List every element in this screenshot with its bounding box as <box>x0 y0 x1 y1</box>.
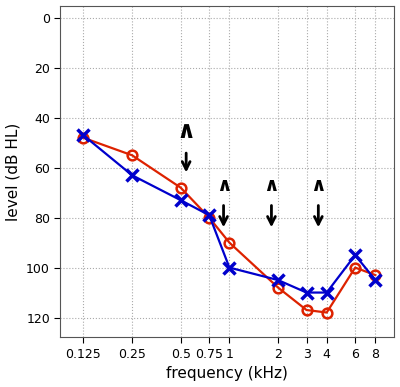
Text: ∧: ∧ <box>216 176 232 195</box>
Text: ∧: ∧ <box>264 176 279 195</box>
X-axis label: frequency (kHz): frequency (kHz) <box>166 366 288 382</box>
Y-axis label: level (dB HL): level (dB HL) <box>6 122 20 221</box>
Text: ∧: ∧ <box>310 176 326 195</box>
Text: ∧: ∧ <box>176 119 196 143</box>
